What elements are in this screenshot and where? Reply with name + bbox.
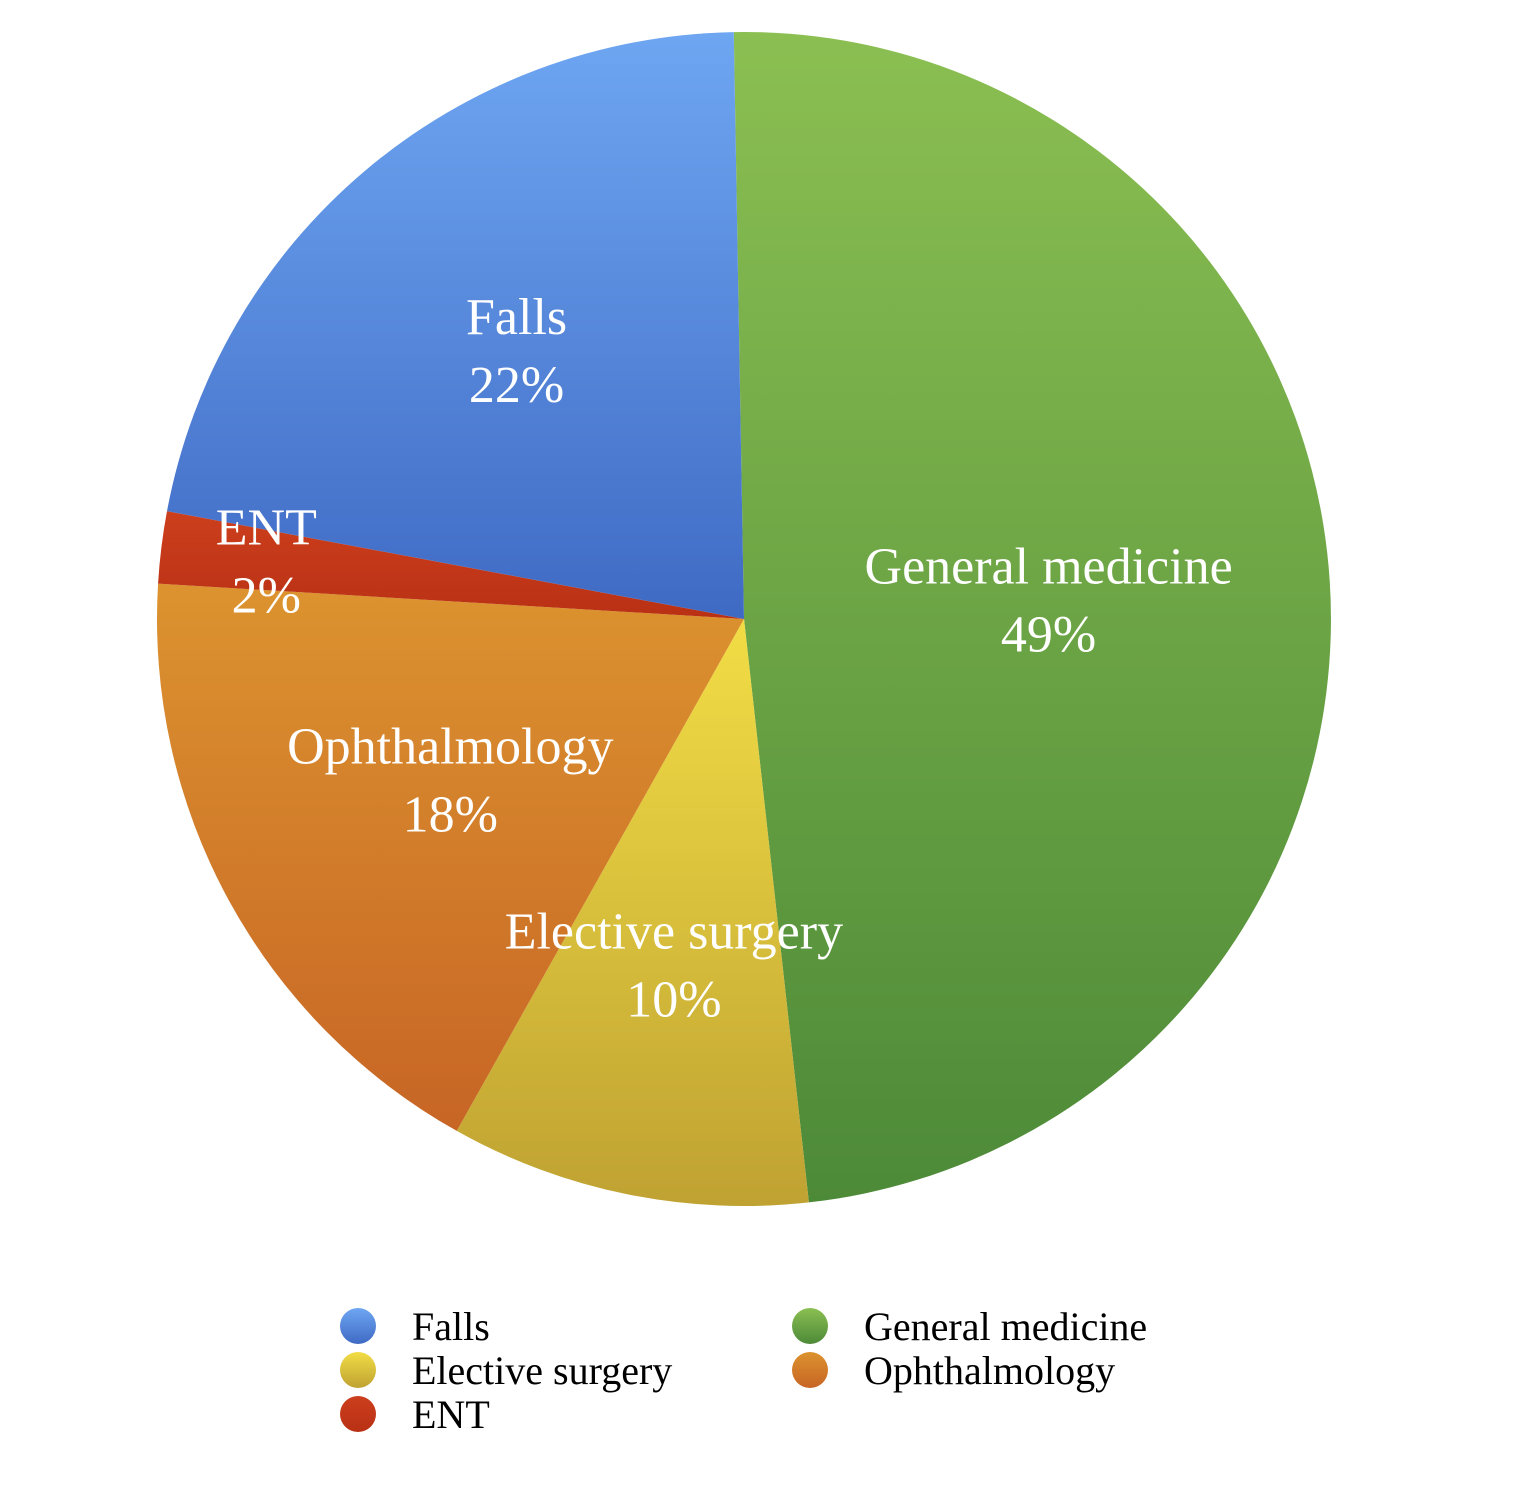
slice-value-ent: 2% <box>232 567 301 624</box>
slice-value-falls: 22% <box>469 357 564 414</box>
slice-ophthalmology <box>157 583 745 1131</box>
slice-elective-surgery <box>456 619 809 1206</box>
slice-value-elective-surgery: 10% <box>626 971 721 1028</box>
pie-slices <box>157 32 1331 1206</box>
legend-label-general-medicine: General medicine <box>864 1304 1147 1349</box>
legend: General medicine Elective surgery Ophthalm… <box>340 1304 1147 1437</box>
legend-swatch-general-medicine <box>792 1308 828 1344</box>
slice-label-falls: Falls <box>466 289 567 346</box>
slice-ent <box>158 511 744 619</box>
slice-value-ophthalmology: 18% <box>403 787 498 844</box>
legend-label-ophthalmology: Ophthalmology <box>864 1348 1115 1393</box>
slice-falls <box>166 32 745 619</box>
slice-label-elective-surgery: Elective surgery <box>505 903 843 960</box>
legend-swatch-falls <box>340 1308 376 1344</box>
slice-value-general-medicine: 49% <box>1001 607 1096 664</box>
legend-swatch-ent <box>340 1396 376 1432</box>
slice-general-medicine <box>733 32 1331 1203</box>
legend-label-falls: Falls <box>412 1304 490 1349</box>
slice-label-general-medicine: General medicine <box>865 539 1233 596</box>
legend-swatch-elective-surgery <box>340 1352 376 1388</box>
slice-label-ent: ENT <box>216 499 317 556</box>
legend-label-elective-surgery: Elective surgery <box>412 1348 672 1393</box>
slice-label-ophthalmology: Ophthalmology <box>287 719 613 776</box>
legend-swatch-ophthalmology <box>792 1352 828 1388</box>
slice-labels: General medicine 49% Elective surgery 10% Op… <box>216 289 1233 1028</box>
legend-label-ent: ENT <box>412 1392 490 1437</box>
